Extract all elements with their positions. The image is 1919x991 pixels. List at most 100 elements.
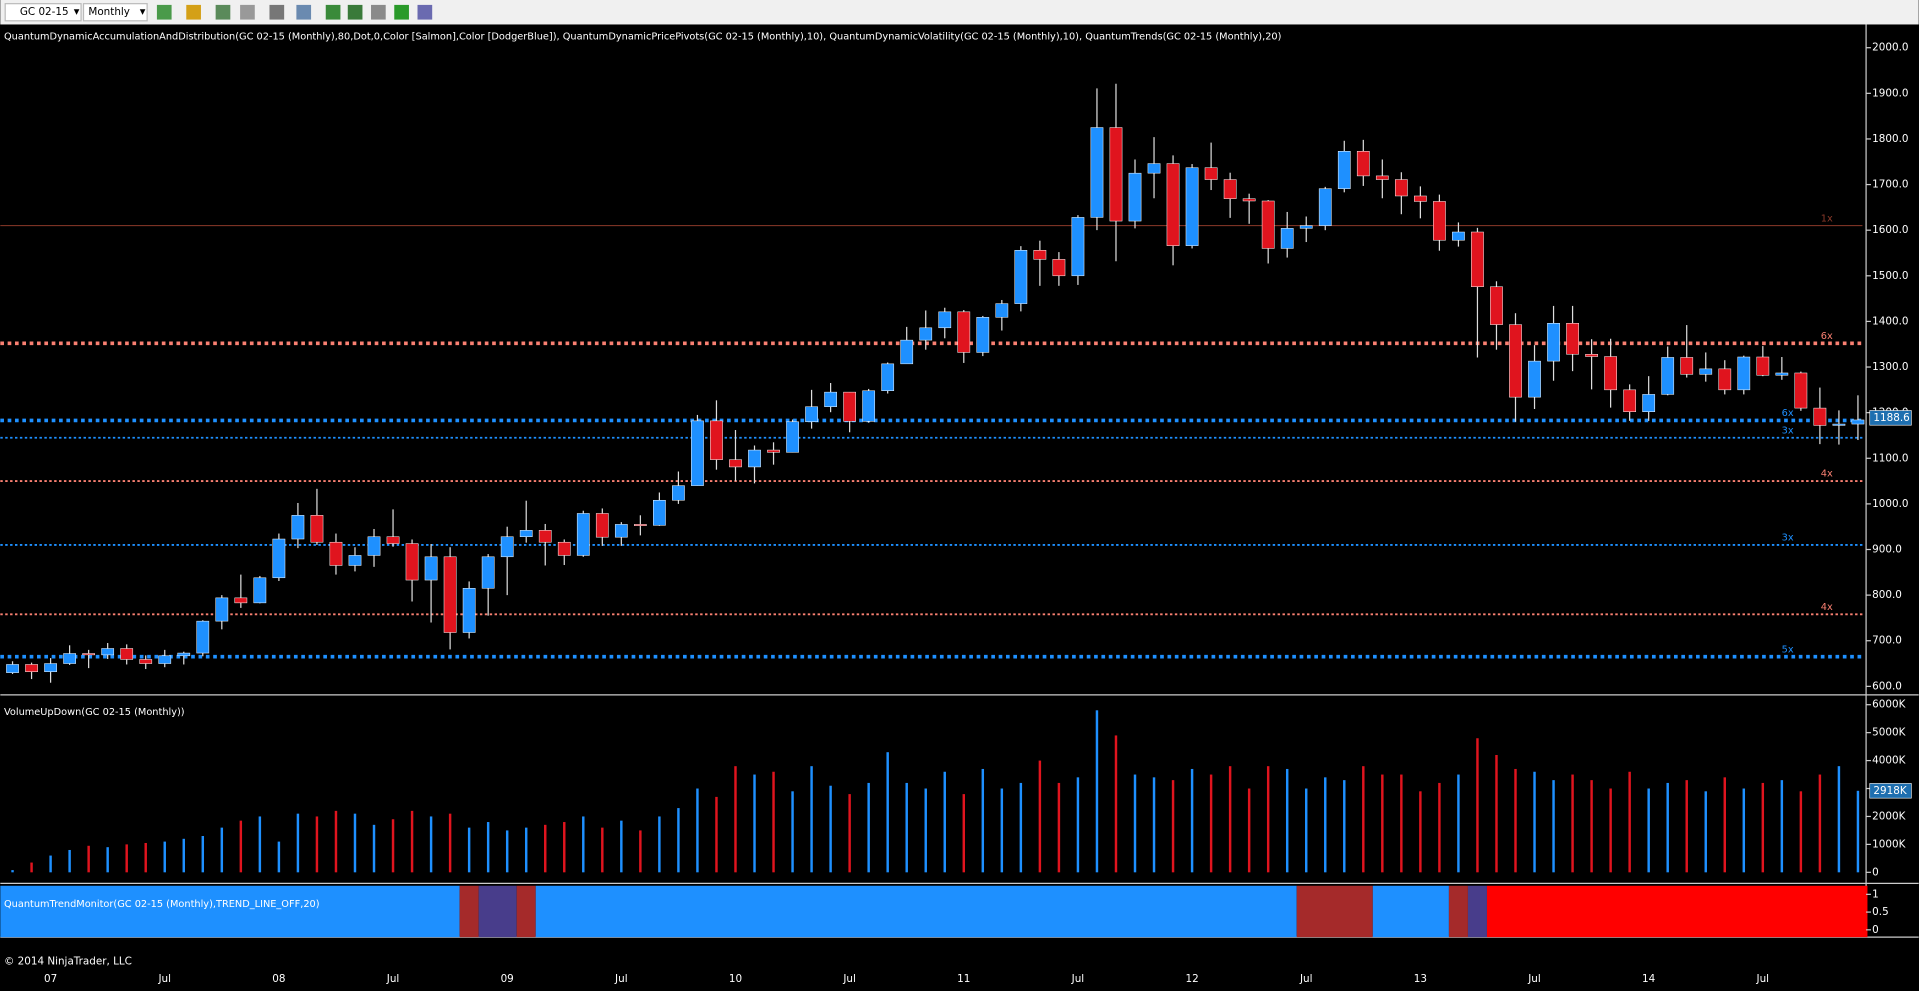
candle-body	[1394, 179, 1408, 197]
candle-body	[1147, 163, 1161, 174]
candle-body	[1604, 356, 1617, 391]
candle-body	[120, 648, 134, 660]
candle-body	[158, 655, 172, 664]
pivot-level-label: 1x	[1821, 213, 1833, 224]
volume-bar	[87, 845, 90, 873]
dropdown-arrow: ▼	[140, 7, 146, 16]
candle-body	[101, 648, 115, 656]
pivot-level-label: 4x	[1821, 469, 1833, 480]
volume-bar	[563, 822, 566, 873]
symbol[interactable]: GC 02-15	[20, 6, 69, 18]
icon[interactable]	[215, 4, 231, 20]
candle-body	[1433, 201, 1446, 241]
x-tick-label: Jul	[1756, 973, 1770, 985]
x-tick-label: Jul	[842, 973, 856, 985]
volume-bar	[106, 847, 109, 873]
volume-bar	[1362, 766, 1365, 873]
candle-body	[557, 541, 571, 556]
volume-bar	[639, 830, 642, 873]
volume-bar	[1856, 790, 1860, 873]
symbol-box[interactable]	[4, 3, 82, 22]
icon[interactable]	[417, 4, 433, 20]
candle-body	[253, 577, 267, 604]
volume-bar	[220, 827, 224, 873]
icon[interactable]	[347, 4, 363, 20]
y-tick-label: 600.0	[1872, 680, 1902, 692]
candle-body	[805, 406, 818, 423]
volume-bar	[182, 838, 185, 873]
volume-bar	[1152, 777, 1156, 873]
icon[interactable]	[269, 4, 285, 20]
panel-title: VolumeUpDown(GC 02-15 (Monthly))	[4, 707, 185, 718]
y-tick-label: 6000K	[1872, 699, 1906, 711]
candle-body	[367, 536, 381, 556]
interval-box[interactable]	[82, 3, 148, 22]
candle-body	[443, 556, 457, 633]
icon[interactable]	[296, 4, 312, 20]
pivot-level-label: 3x	[1782, 533, 1794, 544]
last-volume-box	[1869, 783, 1912, 799]
volume-bar	[1343, 780, 1346, 873]
candle-body	[1014, 250, 1028, 304]
interval[interactable]: Monthly	[88, 6, 130, 18]
icon[interactable]	[325, 4, 341, 20]
x-tick-label: 10	[729, 973, 742, 985]
volume-bar	[962, 794, 966, 873]
copyright: © 2014 NinjaTrader, LLC	[4, 956, 132, 968]
volume-bar	[1590, 780, 1593, 873]
trend-segment	[1486, 885, 1868, 938]
volume-bar	[1133, 774, 1137, 873]
y-tick-label: 900.0	[1872, 544, 1902, 556]
volume-bar	[391, 819, 395, 873]
candle-body	[1109, 127, 1123, 222]
y-tick-label: 1000.0	[1872, 498, 1908, 510]
y-tick-label: 0	[1872, 924, 1879, 936]
candle-body	[1528, 360, 1541, 398]
volume-bar	[658, 816, 661, 873]
volume-bar	[467, 827, 471, 873]
candle-body	[767, 449, 780, 453]
pivot-level-label: 6x	[1782, 408, 1794, 419]
y-tick-label: 1300.0	[1872, 361, 1908, 373]
candle-body	[1585, 354, 1598, 357]
volume-bar	[1742, 788, 1746, 873]
candle-body	[843, 391, 856, 422]
icon[interactable]	[186, 4, 201, 20]
volume-bar	[696, 788, 699, 873]
volume-bar	[68, 849, 71, 873]
volume-bar	[1780, 780, 1784, 873]
candle-body	[82, 653, 96, 656]
volume-bar	[1495, 754, 1498, 873]
candle-body	[1337, 151, 1351, 189]
volume-bar	[1190, 768, 1194, 873]
candle-body	[1128, 172, 1142, 222]
icon[interactable]	[394, 4, 409, 20]
icon[interactable]	[371, 4, 386, 20]
icon[interactable]	[240, 4, 255, 20]
candle-body	[177, 652, 191, 657]
icon[interactable]	[156, 4, 172, 20]
volume-bar	[1285, 768, 1289, 873]
y-tick-label: 1000K	[1872, 838, 1906, 850]
volume-bar	[49, 855, 52, 873]
candle-body	[1718, 368, 1732, 391]
trend-segment	[1296, 885, 1373, 938]
volume-bar	[1704, 791, 1707, 873]
candle-body	[1204, 167, 1218, 180]
candle-body	[272, 538, 286, 579]
y-tick-label: 0	[1872, 866, 1879, 878]
candle-body	[1452, 231, 1465, 241]
x-tick-label: 09	[501, 973, 514, 985]
last-price-box	[1869, 410, 1912, 426]
candle-body	[386, 536, 400, 544]
candle-body	[1242, 198, 1256, 202]
candle-body	[1680, 357, 1694, 375]
x-tick-label: 13	[1414, 973, 1427, 985]
x-tick-label: 08	[272, 973, 285, 985]
toolbar	[0, 0, 1919, 25]
dropdown-arrow: ▼	[74, 7, 80, 16]
x-tick-label: Jul	[386, 973, 400, 985]
volume-bar	[1095, 710, 1099, 873]
